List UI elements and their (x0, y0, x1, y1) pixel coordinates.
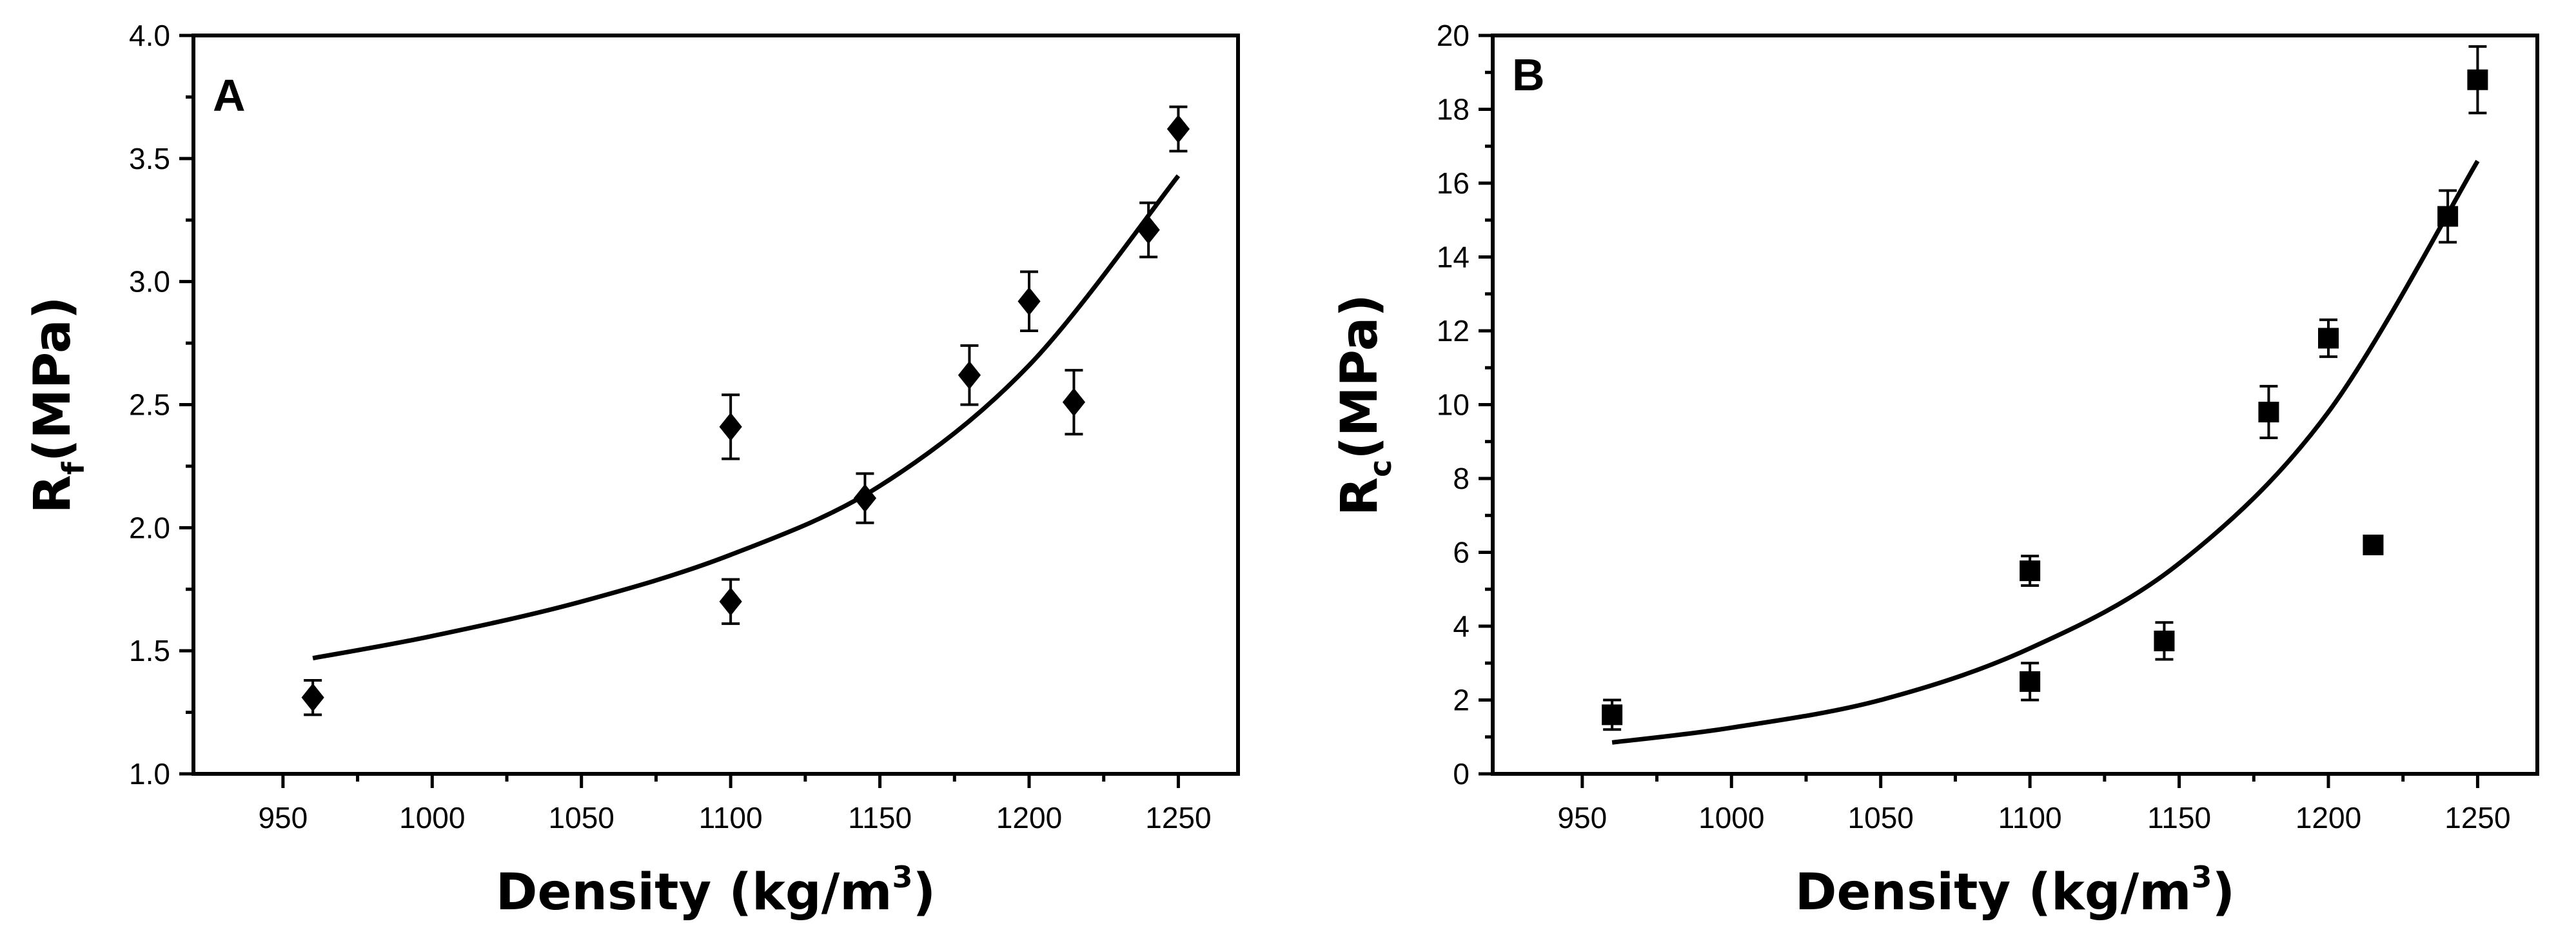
panel-b-y-tick-label: 10 (1437, 388, 1470, 422)
panel-b-x-tick-label: 1150 (2147, 801, 2211, 834)
panel-b: B 950 1000 1050 1100 1150 1200 1250 0 2 4 6 8 10 12 14… (1331, 19, 2539, 922)
panel-a-fit (312, 174, 1181, 661)
panel-b-y-axis-sub: c (1363, 460, 1398, 477)
panel-a-data-point (1018, 287, 1041, 316)
panel-a-x-axis-title: Density (kg/m3) (496, 860, 936, 922)
panel-b-x-tick-label: 1200 (2296, 801, 2361, 834)
panel-b-y-tick-label: 8 (1453, 462, 1470, 495)
panel-a-x-tick-label: 1050 (549, 801, 615, 834)
panel-a-ticks: 950 1000 1050 1100 1150 1200 1250 1.0 1.5 2.0 2.5 3… (129, 19, 1212, 834)
panel-a-letter: A (213, 70, 246, 121)
panel-a-data-point (1137, 215, 1160, 244)
panel-a-x-tick-label: 1250 (1145, 801, 1211, 834)
panel-b-x-axis-title: Density (kg/m3) (1795, 860, 2235, 922)
panel-b-data-point (2363, 535, 2384, 556)
panel-a-points (301, 105, 1190, 716)
panel-b-x-tick-label: 1050 (1848, 801, 1914, 834)
panel-b-y-tick-label: 6 (1453, 536, 1470, 569)
panel-a-data-point (719, 587, 742, 616)
panel-b-data-point (2467, 69, 2488, 90)
panel-b-data-point (2020, 671, 2041, 692)
panel-b-data-point (2258, 401, 2279, 422)
panel-b-y-tick-label: 0 (1453, 757, 1470, 791)
panel-b-fit (1611, 159, 2480, 745)
panel-b-y-tick-label: 12 (1437, 314, 1470, 348)
panel-a-x-axis-sup: 3 (892, 860, 913, 894)
panel-b-fit-curve (1611, 159, 2480, 745)
panel-a-fit-curve (312, 174, 1181, 661)
panel-a-x-tick-label: 950 (258, 801, 308, 834)
panel-a-y-axis-title: Rf(MPa) (24, 297, 91, 514)
panel-b-x-tick-label: 1000 (1698, 801, 1764, 834)
panel-a-data-point (853, 484, 877, 513)
panel-a-y-tick-label: 3.5 (129, 142, 170, 175)
panel-a-data-point (1062, 388, 1086, 417)
panel-b-y-tick-label: 2 (1453, 684, 1470, 717)
panel-a-data-point (301, 683, 324, 712)
panel-b-ticks: 950 1000 1050 1100 1150 1200 1250 0 2 4 6 8 10 12 14 16… (1437, 19, 2511, 834)
panel-a-y-tick-label: 1.0 (129, 757, 170, 791)
panel-a-y-tick-label: 1.5 (129, 634, 170, 667)
panel-b-letter: B (1512, 50, 1545, 100)
panel-b-y-tick-label: 16 (1437, 166, 1470, 200)
panel-a-x-tick-label: 1000 (399, 801, 465, 834)
panel-b-y-tick-label: 14 (1437, 241, 1470, 274)
panel-a-data-point (1166, 115, 1190, 144)
panel-a-y-tick-label: 2.0 (129, 511, 170, 544)
panel-b-y-tick-label: 4 (1453, 609, 1470, 643)
panel-a-y-tick-label: 2.5 (129, 388, 170, 422)
panel-a-data-point (958, 360, 981, 390)
panel-b-x-axis-sup: 3 (2192, 860, 2212, 894)
panel-b-x-tick-label: 1250 (2444, 801, 2510, 834)
panel-a-data-point (719, 412, 742, 441)
panel-b-x-tick-label: 950 (1557, 801, 1607, 834)
panel-b-points (1602, 45, 2488, 731)
panel-b-data-point (2154, 630, 2175, 651)
panel-a-y-tick-label: 4.0 (129, 19, 170, 52)
panel-b-y-axis-title: Rc(MPa) (1331, 294, 1398, 516)
panel-a-x-tick-label: 1150 (848, 801, 912, 834)
panel-a-x-tick-label: 1100 (699, 801, 763, 834)
panel-b-y-tick-label: 18 (1437, 93, 1470, 126)
panel-b-data-point (2020, 560, 2041, 582)
panel-b-data-point (2437, 206, 2459, 227)
panel-b-plot-frame (1491, 34, 2539, 776)
panel-a-x-tick-label: 1200 (996, 801, 1062, 834)
panel-b-y-tick-label: 20 (1437, 19, 1470, 52)
panel-a-y-axis-sub: f (56, 461, 91, 475)
panel-b-data-point (1602, 704, 1623, 725)
panel-b-data-point (2318, 328, 2339, 349)
panel-b-x-tick-label: 1100 (1998, 801, 2062, 834)
panel-a-y-tick-label: 3.0 (129, 265, 170, 299)
panel-a: A 950 1000 1050 1100 1150 1200 1250 1.0 1.5 2.0 2.… (24, 19, 1240, 922)
